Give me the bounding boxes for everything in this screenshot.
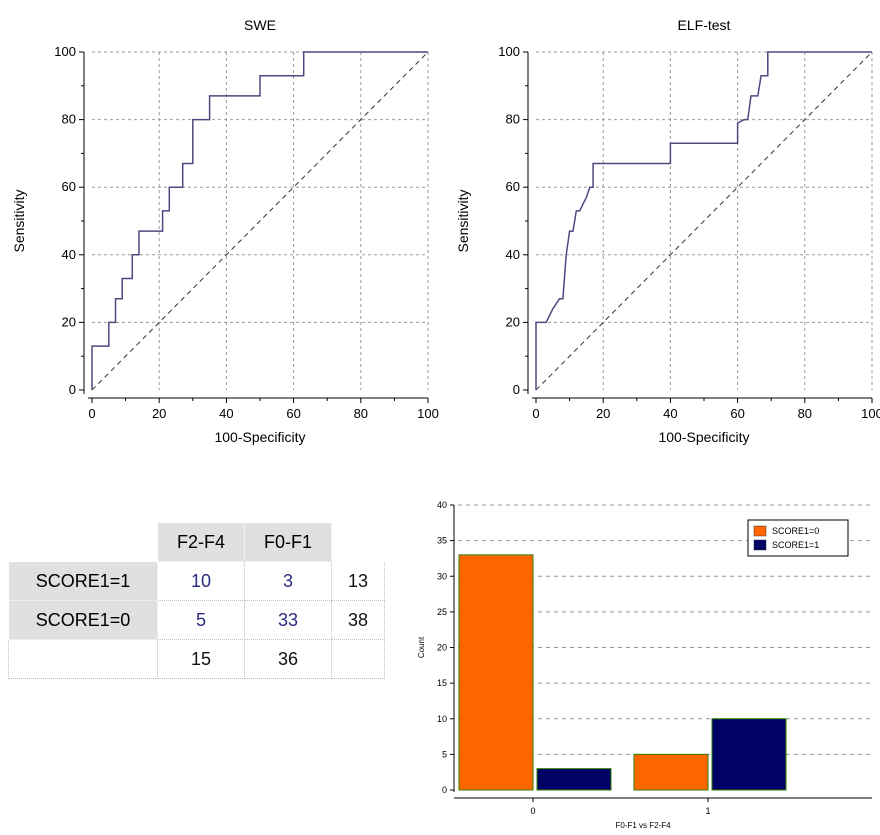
table-row: SCORE1=0 5 33 38 xyxy=(8,600,385,640)
roc-chart-swe: 0 20 40 60 80 100 0 20 40 60 80 100 SWE 100-Specifici… xyxy=(11,17,439,445)
y-tick-label: 25 xyxy=(437,607,447,617)
x-tick-label: 0 xyxy=(88,406,95,421)
y-tick-label: 60 xyxy=(506,179,520,194)
x-axis-label: 100-Specificity xyxy=(658,429,749,445)
y-tick-label: 20 xyxy=(506,314,520,329)
table-row-header: SCORE1=0 xyxy=(8,600,158,640)
y-tick-label: 30 xyxy=(437,571,447,581)
x-tick-label: 60 xyxy=(286,406,300,421)
legend-swatch xyxy=(753,525,767,537)
legend-label: SCORE1=1 xyxy=(772,540,819,550)
y-tick-label: 100 xyxy=(54,44,76,59)
y-tick-label: 10 xyxy=(437,714,447,724)
roc-chart-elf-test: 0 20 40 60 80 100 0 20 40 60 80 100 ELF-test 100-Spec… xyxy=(455,17,880,445)
reference-diagonal-line xyxy=(535,51,873,391)
x-tick-label: 80 xyxy=(354,406,368,421)
y-axis-label: Sensitivity xyxy=(455,189,471,252)
chart-title: SWE xyxy=(244,17,276,33)
bar-chart-count: 0 5 10 15 20 25 30 35 40 0 1 F0-F1 vs F2-F4 Count SCO… xyxy=(417,500,872,830)
table-cell: 33 xyxy=(244,600,332,640)
table-col-header: F2-F4 xyxy=(157,522,245,562)
x-tick-label: 0 xyxy=(532,406,539,421)
x-tick-label: 40 xyxy=(219,406,233,421)
x-tick-label: 20 xyxy=(152,406,166,421)
y-tick-label: 20 xyxy=(62,314,76,329)
table-corner xyxy=(9,523,158,562)
bar-score1-0-1 xyxy=(633,753,709,791)
table-corner-right xyxy=(332,523,385,562)
table-cell: 10 xyxy=(157,561,245,601)
x-tick-label: 40 xyxy=(663,406,677,421)
bar-score1-0-0 xyxy=(458,554,534,791)
y-tick-label: 0 xyxy=(442,785,447,795)
table-col-total: 15 xyxy=(157,639,245,679)
table-col-total: 36 xyxy=(244,639,332,679)
x-axis-label: F0-F1 vs F2-F4 xyxy=(615,821,671,830)
y-tick-label: 5 xyxy=(442,749,447,759)
x-tick-label: 1 xyxy=(705,806,710,816)
table-row-total: 13 xyxy=(331,561,385,601)
legend-label: SCORE1=0 xyxy=(772,526,819,536)
roc-curve-line xyxy=(91,51,428,390)
contingency-table: F2-F4 F0-F1 SCORE1=1 10 3 13 SCORE1=0 5 … xyxy=(8,522,385,679)
x-tick-label: 80 xyxy=(798,406,812,421)
y-tick-label: 0 xyxy=(513,382,520,397)
table-totals-blank xyxy=(331,639,385,679)
y-tick-label: 80 xyxy=(62,112,76,127)
x-axis-label: 100-Specificity xyxy=(214,429,305,445)
y-tick-label: 15 xyxy=(437,678,447,688)
table-cell: 3 xyxy=(244,561,332,601)
reference-diagonal-line xyxy=(91,51,429,391)
y-tick-label: 0 xyxy=(69,382,76,397)
table-totals-label xyxy=(8,639,158,679)
x-tick-label: 100 xyxy=(861,406,880,421)
y-tick-label: 80 xyxy=(506,112,520,127)
y-tick-label: 40 xyxy=(506,247,520,262)
y-tick-label: 60 xyxy=(62,179,76,194)
y-tick-label: 40 xyxy=(437,500,447,510)
table-row-header: SCORE1=1 xyxy=(8,561,158,601)
chart-title: ELF-test xyxy=(678,17,731,33)
y-axis-label: Count xyxy=(417,636,426,658)
table-header-row: F2-F4 F0-F1 xyxy=(9,522,385,562)
y-tick-label: 40 xyxy=(62,247,76,262)
legend-swatch xyxy=(753,539,767,551)
table-row: SCORE1=1 10 3 13 xyxy=(8,561,385,601)
table-cell: 5 xyxy=(157,600,245,640)
x-tick-label: 20 xyxy=(596,406,610,421)
x-tick-label: 0 xyxy=(530,806,535,816)
y-tick-label: 100 xyxy=(498,44,520,59)
x-tick-label: 60 xyxy=(730,406,744,421)
table-totals-row: 15 36 xyxy=(8,639,385,679)
y-tick-label: 20 xyxy=(437,643,447,653)
bar-score1-1-1 xyxy=(711,718,787,791)
bar-score1-1-0 xyxy=(536,768,612,791)
y-axis-label: Sensitivity xyxy=(11,189,27,252)
x-tick-label: 100 xyxy=(417,406,439,421)
table-row-total: 38 xyxy=(331,600,385,640)
table-col-header: F0-F1 xyxy=(244,522,332,562)
roc-curve-line xyxy=(535,51,872,390)
y-tick-label: 35 xyxy=(437,536,447,546)
